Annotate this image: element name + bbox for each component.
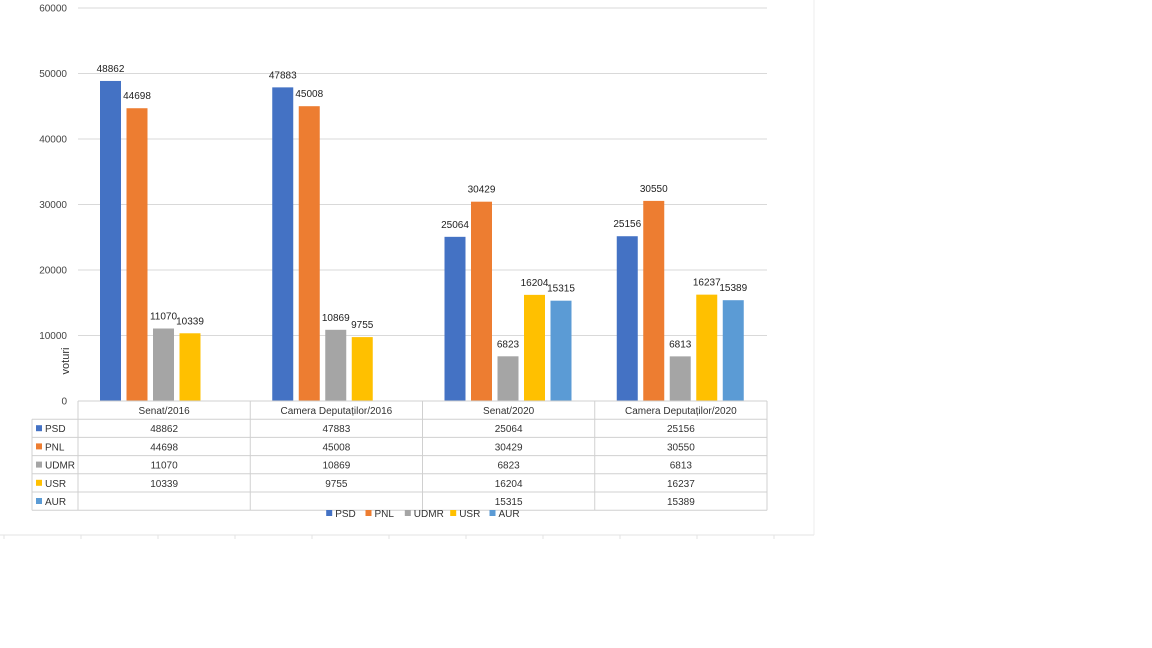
bar-pnl <box>298 106 320 401</box>
table-series-name: AUR <box>45 497 66 508</box>
data-label: 47883 <box>269 70 297 81</box>
legend-swatch-usr <box>450 510 457 516</box>
table-cell: 45008 <box>322 442 350 453</box>
table-series-name: PSD <box>45 424 66 435</box>
table-cell: 16204 <box>495 479 523 490</box>
data-label: 25156 <box>613 219 641 230</box>
data-label: 30550 <box>640 184 668 195</box>
legend-label: USR <box>459 509 480 520</box>
data-label: 15315 <box>547 284 575 295</box>
bar-udmr <box>153 328 174 401</box>
legend-label: AUR <box>499 509 520 520</box>
table-series-name: USR <box>45 479 66 490</box>
data-label: 30429 <box>468 185 496 196</box>
y-tick-label: 20000 <box>39 266 67 277</box>
bar-usr <box>696 294 718 401</box>
y-tick-label: 50000 <box>39 69 67 80</box>
bar-pnl <box>471 201 492 401</box>
bar-aur <box>550 300 572 401</box>
table-key-usr <box>36 479 42 486</box>
category-label: Senat/2016 <box>139 406 191 417</box>
table-key-udmr <box>36 461 42 468</box>
table-cell: 25156 <box>667 424 695 435</box>
table-cell: 10339 <box>150 479 178 490</box>
bars <box>100 80 744 402</box>
table-key-psd <box>36 425 42 432</box>
y-axis-ticks: 0 10000 20000 30000 40000 50000 60000 <box>39 4 67 408</box>
table-series-name: PNL <box>45 442 65 453</box>
table-cell: 48862 <box>150 424 178 435</box>
bar-usr <box>351 337 373 401</box>
bar-pnl <box>126 108 148 402</box>
legend-swatch-aur <box>489 510 496 516</box>
y-tick-label: 30000 <box>39 200 67 211</box>
data-label: 9755 <box>351 320 374 331</box>
data-label: 6813 <box>669 339 692 350</box>
bar-udmr <box>669 356 691 401</box>
legend-label: UDMR <box>414 509 444 520</box>
bar-pnl <box>643 200 665 401</box>
bar-psd <box>100 80 121 401</box>
bottom-rule <box>0 0 815 539</box>
legend-label: PNL <box>375 509 395 520</box>
table-key-aur <box>36 498 42 504</box>
bar-udmr <box>497 356 519 401</box>
category-label: Camera Deputaților/2016 <box>281 406 393 417</box>
y-axis-label: voturi <box>60 348 72 375</box>
table-cell: 30429 <box>495 442 523 453</box>
bar-usr <box>179 333 201 401</box>
legend-swatch-psd <box>326 510 333 516</box>
data-label: 25064 <box>441 220 469 231</box>
table-cell: 25064 <box>495 424 523 435</box>
table-cell: 9755 <box>325 479 348 490</box>
data-label: 15389 <box>719 283 747 294</box>
data-label: 48862 <box>97 64 125 75</box>
data-label: 16204 <box>521 278 549 289</box>
data-label: 44698 <box>123 91 151 102</box>
table-series-name: UDMR <box>45 461 75 472</box>
data-label: 45008 <box>295 89 323 100</box>
y-tick-label: 0 <box>61 397 67 408</box>
legend: PSD PNL UDMR USR AUR <box>326 509 520 520</box>
table-cell: 30550 <box>667 442 695 453</box>
bar-usr <box>524 294 545 401</box>
table-cell: 47883 <box>322 424 350 435</box>
legend-label: PSD <box>335 509 356 520</box>
table-cell: 11070 <box>151 461 179 472</box>
table-key-pnl <box>36 443 42 450</box>
data-label: 10339 <box>176 316 204 327</box>
bar-psd <box>272 87 294 402</box>
data-table: Senat/2016 Camera Deputaților/2016 Senat/2… <box>31 400 768 511</box>
table-cell: 16237 <box>667 479 695 490</box>
bar-psd <box>616 236 638 401</box>
table-cell: 10869 <box>322 461 350 472</box>
table-cell: 6823 <box>498 461 521 472</box>
bar-aur <box>722 300 744 401</box>
data-label: 11070 <box>150 311 178 322</box>
table-cell: 15315 <box>495 497 523 508</box>
legend-swatch-pnl <box>365 510 372 516</box>
y-tick-label: 60000 <box>39 4 67 15</box>
bar-psd <box>444 236 466 401</box>
bar-udmr <box>325 329 347 401</box>
category-label: Camera Deputaților/2020 <box>625 406 737 417</box>
legend-swatch-udmr <box>404 510 411 516</box>
y-tick-label: 40000 <box>39 135 67 146</box>
table-cell: 44698 <box>150 442 178 453</box>
category-label: Senat/2020 <box>483 406 535 417</box>
data-label: 10869 <box>322 313 350 324</box>
data-label: 6823 <box>497 339 520 350</box>
table-cell: 6813 <box>670 461 693 472</box>
table-cell: 15389 <box>667 497 695 508</box>
y-tick-label: 10000 <box>39 331 67 342</box>
data-label: 16237 <box>693 278 721 289</box>
